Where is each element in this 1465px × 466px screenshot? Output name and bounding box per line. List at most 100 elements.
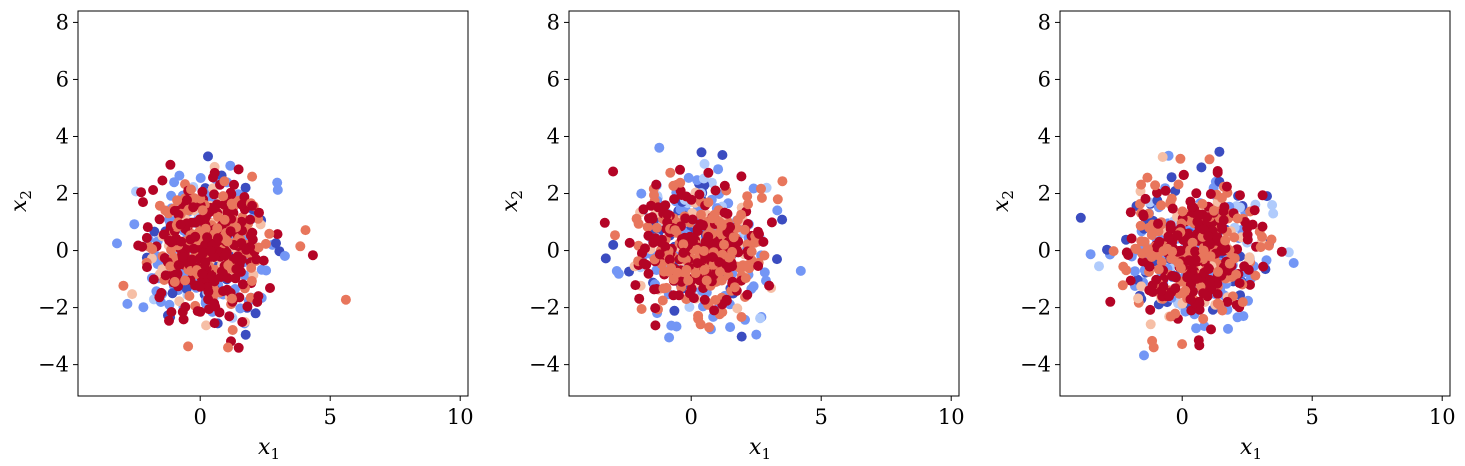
scatter-point	[1167, 270, 1177, 281]
scatter-point	[1205, 251, 1216, 262]
scatter-point	[272, 177, 283, 188]
scatter-point	[177, 306, 188, 317]
scatter-point	[1245, 279, 1255, 290]
scatter-point	[1198, 245, 1209, 256]
scatter-point	[264, 228, 275, 239]
scatter-point	[758, 236, 769, 247]
x-tick-label: 5	[324, 405, 337, 429]
scatter-point	[229, 179, 239, 190]
scatter-point	[777, 214, 788, 225]
scatter-point	[1229, 232, 1240, 243]
scatter-point	[1145, 249, 1156, 260]
scatter-point	[165, 159, 176, 170]
scatter-point	[225, 187, 236, 198]
scatter-point	[631, 213, 642, 224]
scatter-point	[1213, 266, 1223, 277]
x-tick-label: 10	[938, 405, 965, 429]
scatter-point	[1156, 286, 1167, 297]
scatter-point	[221, 247, 232, 258]
scatter-point	[664, 332, 675, 343]
scatter-point	[148, 274, 159, 285]
scatter-point	[1075, 212, 1086, 223]
scatter-point	[224, 311, 235, 322]
scatter-point	[699, 265, 710, 275]
scatter-point	[699, 158, 710, 169]
scatter-point	[112, 238, 122, 249]
scatter-point	[727, 246, 738, 257]
scatter-point	[1220, 243, 1231, 254]
scatter-point	[245, 214, 256, 225]
scatter-point	[182, 195, 192, 205]
scatter-point	[695, 219, 706, 230]
scatter-point	[666, 263, 677, 274]
scatter-point	[246, 262, 257, 273]
scatter-point	[188, 243, 199, 254]
scatter-point	[1185, 294, 1196, 305]
scatter-point	[234, 292, 245, 303]
scatter-point	[203, 151, 213, 162]
scatter-point	[1217, 223, 1228, 234]
scatter-point	[160, 270, 171, 281]
scatter-point	[1219, 202, 1230, 212]
scatter-point	[703, 231, 714, 242]
scatter-points	[1075, 146, 1299, 361]
scatter-point	[1145, 304, 1156, 315]
scatter-point	[1105, 296, 1116, 307]
scatter-point	[202, 232, 213, 243]
scatter-point	[1125, 275, 1136, 286]
scatter-point	[1191, 323, 1202, 334]
scatter-point	[227, 293, 237, 304]
scatter-point	[719, 207, 730, 218]
scatter-point	[1257, 231, 1267, 242]
scatter-point	[772, 194, 783, 205]
scatter-point	[683, 172, 694, 183]
scatter-point	[192, 306, 203, 317]
scatter-point	[1212, 289, 1223, 299]
scatter-point	[195, 173, 206, 183]
scatter-point	[197, 205, 208, 216]
x-axis-label: x1	[1240, 435, 1262, 463]
scatter-point	[1214, 299, 1225, 310]
scatter-point	[1203, 231, 1214, 242]
scatter-point	[717, 307, 728, 318]
scatter-point	[1142, 172, 1153, 183]
scatter-point	[253, 291, 264, 302]
scatter-point	[154, 200, 165, 211]
scatter-point	[701, 275, 712, 286]
scatter-point	[197, 268, 208, 279]
scatter-point	[717, 150, 728, 160]
x-axis-label: x1	[258, 435, 280, 463]
scatter-point	[755, 313, 766, 324]
y-tick-label: 6	[56, 67, 69, 91]
scatter-point	[142, 222, 153, 233]
scatter-point	[190, 231, 201, 242]
scatter-point	[183, 341, 194, 352]
scatter-point	[169, 177, 180, 188]
y-tick-label: −4	[529, 353, 560, 377]
scatter-point	[751, 329, 762, 340]
y-tick-label: 2	[56, 182, 69, 206]
scatter-point	[698, 246, 709, 256]
scatter-point	[736, 331, 747, 342]
scatter-point	[1243, 264, 1254, 275]
scatter-point	[1129, 266, 1140, 277]
scatter-point	[1191, 188, 1202, 199]
scatter-point	[198, 248, 209, 259]
y-tick-label: −4	[38, 353, 69, 377]
scatter-point	[1268, 208, 1279, 219]
scatter-point	[1085, 249, 1096, 260]
scatter-point	[795, 265, 806, 276]
scatter-point	[1177, 206, 1188, 217]
scatter-point	[696, 209, 706, 220]
scatter-point	[1167, 246, 1178, 257]
scatter-panel-2: 0 5 10 −4 −2 0 2 4 6 8 x1 x2	[498, 10, 965, 463]
scatter-point	[1126, 233, 1137, 244]
scatter-point	[657, 295, 668, 306]
scatter-point	[1164, 291, 1174, 302]
scatter-point	[1180, 285, 1191, 296]
scatter-point	[166, 237, 177, 248]
scatter-point	[1190, 254, 1201, 265]
scatter-point	[728, 232, 739, 243]
scatter-point	[1153, 218, 1163, 229]
scatter-point	[227, 325, 238, 335]
